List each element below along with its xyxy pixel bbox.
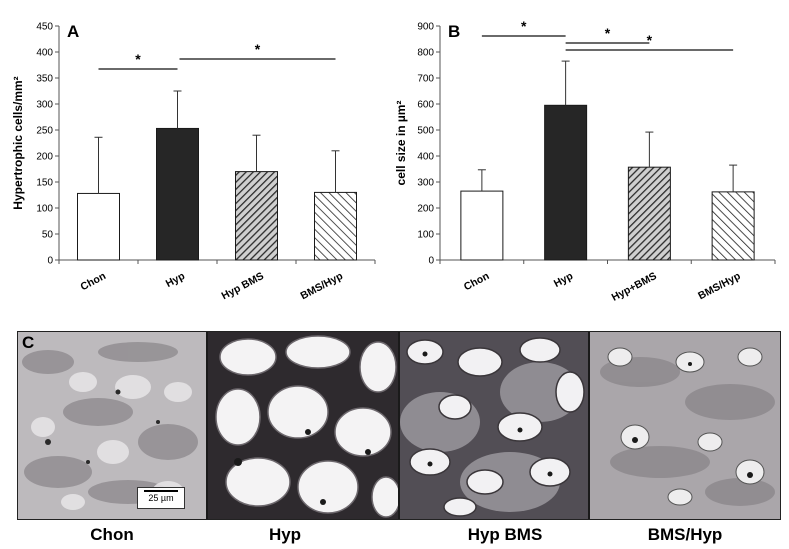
y-tick-label: 200 [417,204,434,215]
micrograph-chon [18,332,206,519]
micrograph-strip [17,331,781,520]
significance-star: * [135,51,141,67]
scale-bar-label: 25 µm [148,493,174,503]
x-category-label: Hyp+BMS [610,270,659,304]
micrograph-bms-hyp [590,332,780,519]
divider-3 [588,332,590,519]
y-tick-label: 400 [417,152,434,163]
y-tick-label: 0 [47,256,53,267]
bar-bms-hyp [314,191,357,261]
micrograph-label-hyp-bms: Hyp BMS [467,525,543,544]
bar-hyp [544,104,588,261]
y-axis-label: cell size in µm² [394,101,408,186]
y-tick-label: 0 [428,256,434,267]
x-category-label: Hyp [552,270,575,290]
chart-a: 0 50 100 150 200 250 300 350 400 450 Chon Hyp Hyp BM… [11,22,376,302]
micrograph-label-chon: Chon [90,525,134,544]
y-tick-label: 200 [36,152,53,163]
y-tick-label: 500 [417,126,434,137]
bar-hyp [156,127,199,261]
y-tick-label: 450 [36,22,53,33]
y-tick-label: 400 [36,48,53,59]
y-tick-label: 700 [417,74,434,85]
y-tick-label: 100 [36,204,53,215]
panel-letter: B [448,22,460,41]
panel-c-letter: C [22,333,35,352]
significance-star: * [255,41,261,57]
y-tick-label: 800 [417,48,434,59]
chart-b: 0 100 200 300 400 500 600 700 800 900 Chon Hyp Hyp+B… [394,18,776,304]
bar-hyp-bms [627,166,671,261]
x-category-label: BMS/Hyp [299,270,345,302]
y-tick-label: 100 [417,230,434,241]
divider-2 [398,332,400,519]
y-axis-label: Hypertrophic cells/mm² [11,76,25,209]
x-category-label: Hyp BMS [220,270,266,302]
divider-1 [206,332,208,519]
bar-chon [77,192,120,261]
y-tick-label: 300 [417,178,434,189]
bar-hyp-bms [235,171,278,261]
y-tick-label: 300 [36,100,53,111]
bar-chon [460,190,504,261]
charts-area: 0 50 100 150 200 250 300 350 400 450 Chon Hyp Hyp BM… [11,18,776,304]
x-category-label: BMS/Hyp [696,270,742,302]
y-tick-label: 600 [417,100,434,111]
y-tick-label: 250 [36,126,53,137]
significance-star: * [647,32,653,48]
scale-bar-line [144,490,178,492]
panel-letter: A [67,22,79,41]
x-category-label: Chon [79,270,108,293]
y-tick-label: 150 [36,178,53,189]
micrograph-hyp [208,332,398,519]
micrograph-label-hyp: Hyp [268,525,302,544]
x-category-label: Hyp [164,270,187,290]
y-tick-label: 50 [42,230,54,241]
scale-bar: 25 µm [137,487,185,509]
y-tick-label: 900 [417,22,434,33]
micrograph-label-bms-hyp: BMS/Hyp [647,525,723,544]
x-category-label: Chon [462,270,491,293]
bar-bms-hyp [711,191,755,261]
significance-star: * [605,25,611,41]
micrograph-hyp-bms [400,332,588,519]
significance-star: * [521,18,527,34]
y-tick-label: 350 [36,74,53,85]
